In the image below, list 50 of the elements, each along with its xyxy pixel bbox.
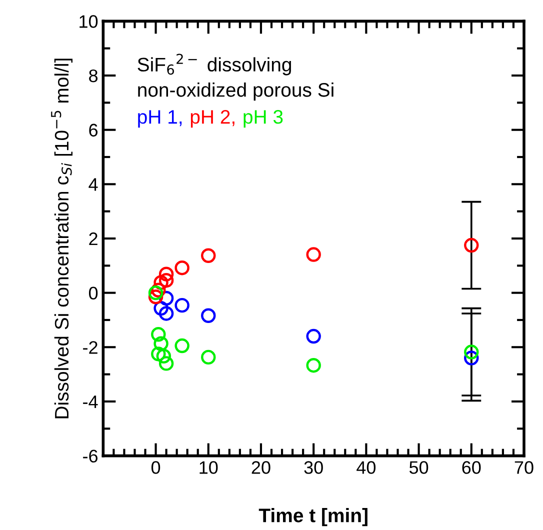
point <box>154 336 168 351</box>
point <box>306 358 321 373</box>
point <box>174 338 190 354</box>
y-tick-label: 6 <box>89 124 98 137</box>
point <box>201 308 216 323</box>
point <box>158 266 174 282</box>
y-tick-label: -4 <box>83 396 98 408</box>
y-axis-title: Dissolved Si concentration c$_{Si}$ [10$^{−5}$ mol/l] <box>51 58 72 418</box>
x-tick-label: 40 <box>356 461 376 474</box>
point <box>148 290 164 304</box>
y-tick-label: -2 <box>83 341 98 354</box>
y-tick-label: 2 <box>89 232 98 246</box>
y-tick-label: 0 <box>88 286 98 300</box>
y-tick-label: 4 <box>88 178 98 191</box>
point <box>151 327 166 342</box>
point <box>306 247 321 262</box>
point <box>201 350 216 365</box>
text: pH 1, <box>138 110 182 128</box>
y-tick-label: 8 <box>89 69 98 82</box>
point <box>464 238 479 253</box>
x-tick-label: 30 <box>304 461 323 474</box>
point <box>158 290 174 306</box>
point <box>464 344 479 360</box>
annotation: SiF$_{6}$$^{2−}$ dissolving <box>138 54 291 76</box>
text: pH 2, <box>190 110 234 128</box>
annotation: non-oxidized porous Si <box>138 82 334 101</box>
point <box>148 285 164 300</box>
point <box>201 248 216 263</box>
x-tick-label: 20 <box>252 461 270 474</box>
point <box>158 272 174 288</box>
x-tick-label: 60 <box>462 461 481 474</box>
point <box>174 298 190 313</box>
point <box>151 282 166 298</box>
text: pH 3 <box>244 110 283 128</box>
x-axis-title: Time t [min] <box>258 508 368 526</box>
y-tick-label: 10 <box>80 15 98 28</box>
y-tick-label: -6 <box>83 450 98 463</box>
x-tick-label: 0 <box>151 461 160 474</box>
point <box>154 275 168 290</box>
point <box>158 356 174 371</box>
point <box>154 300 168 316</box>
point <box>306 328 321 344</box>
x-tick-label: 10 <box>200 461 218 474</box>
x-tick-label: 70 <box>514 461 534 474</box>
point <box>174 260 190 276</box>
point <box>156 348 172 364</box>
point <box>158 306 174 321</box>
point <box>151 346 166 362</box>
point <box>464 350 479 366</box>
x-tick-label: 50 <box>409 461 428 474</box>
